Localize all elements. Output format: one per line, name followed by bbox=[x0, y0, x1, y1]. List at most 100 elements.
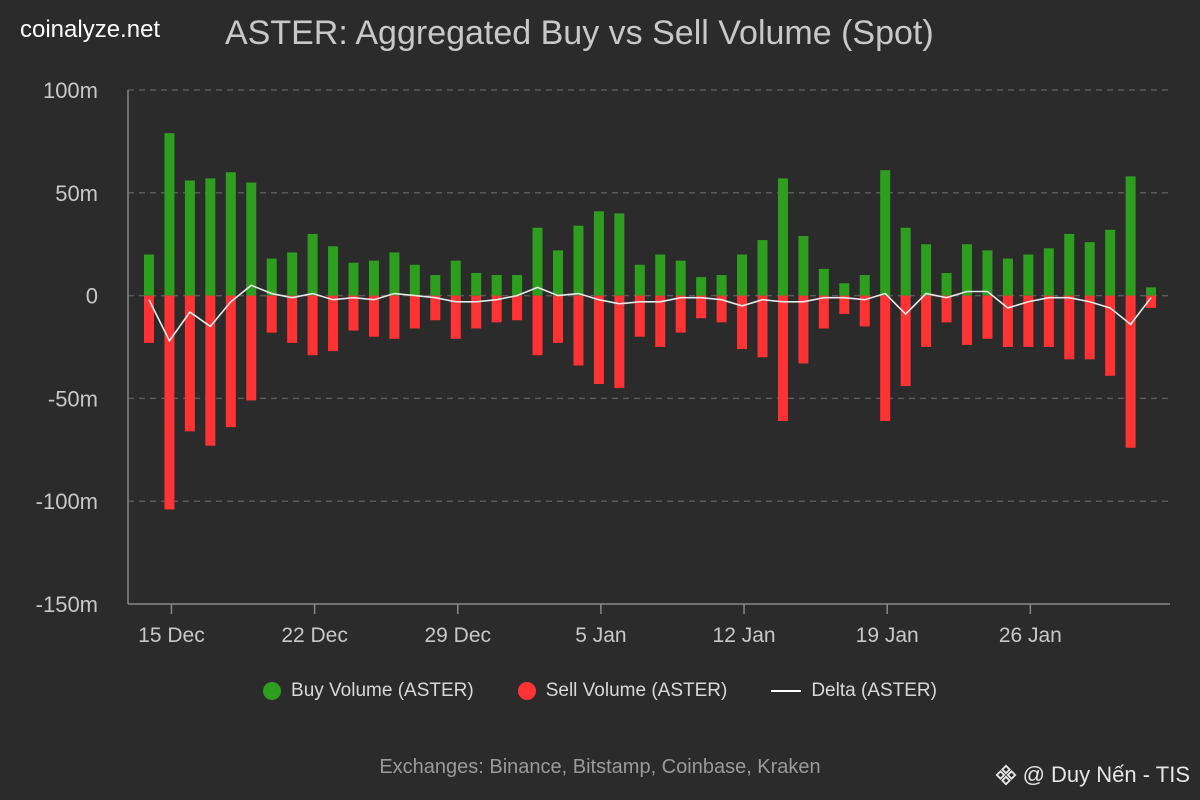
legend-label-delta: Delta (ASTER) bbox=[811, 680, 937, 701]
sell-bar bbox=[389, 295, 400, 339]
sell-bar bbox=[593, 295, 604, 385]
x-tick-label: 19 Jan bbox=[856, 624, 919, 647]
sell-bar bbox=[1064, 295, 1075, 360]
y-tick-label: -50m bbox=[48, 386, 98, 411]
sell-bar bbox=[205, 295, 216, 446]
buy-bar bbox=[164, 133, 175, 296]
sell-bar bbox=[225, 295, 236, 428]
sell-bar bbox=[287, 295, 298, 343]
sell-bar bbox=[859, 295, 870, 327]
binance-diamond-icon bbox=[995, 764, 1017, 786]
sell-bar bbox=[532, 295, 543, 356]
y-tick-label: 50m bbox=[55, 181, 98, 206]
brand-logo: coinalyze.net bbox=[20, 16, 161, 43]
buy-bar bbox=[450, 260, 461, 296]
sell-bar bbox=[655, 295, 666, 347]
delta-line bbox=[148, 284, 1152, 343]
buy-bar bbox=[491, 275, 502, 296]
buy-bar bbox=[1105, 229, 1116, 296]
exchanges-footer: Exchanges: Binance, Bitstamp, Coinbase, … bbox=[379, 756, 821, 778]
buy-bar bbox=[1023, 254, 1034, 296]
buy-bar bbox=[184, 180, 195, 296]
buy-bar bbox=[205, 178, 216, 296]
x-tick-label: 5 Jan bbox=[575, 624, 626, 647]
sell-bar bbox=[348, 295, 359, 331]
watermark-text: @ Duy Nến - TIS bbox=[1022, 762, 1190, 787]
legend-item-delta[interactable]: Delta (ASTER) bbox=[771, 680, 937, 702]
buy-bar bbox=[307, 233, 318, 296]
x-tick-label: 22 Dec bbox=[281, 624, 348, 647]
buy-bar bbox=[246, 182, 257, 296]
buy-bar bbox=[655, 254, 666, 296]
buy-bar bbox=[573, 225, 584, 296]
sell-bar bbox=[716, 295, 727, 323]
buy-bar bbox=[144, 254, 154, 296]
buy-bar bbox=[287, 252, 298, 296]
buy-bar bbox=[900, 227, 911, 296]
legend: Buy Volume (ASTER) Sell Volume (ASTER) D… bbox=[0, 680, 1200, 702]
sell-bar bbox=[880, 295, 891, 422]
buy-bar bbox=[859, 275, 870, 296]
sell-bar bbox=[307, 295, 318, 356]
buy-bar bbox=[593, 211, 604, 296]
x-tick-label: 29 Dec bbox=[424, 624, 491, 647]
sell-bar bbox=[818, 295, 829, 329]
sell-bar bbox=[430, 295, 441, 321]
buy-bar bbox=[716, 275, 727, 296]
sell-bar bbox=[471, 295, 482, 329]
sell-bar bbox=[962, 295, 972, 345]
sell-bar bbox=[634, 295, 645, 337]
buy-bar bbox=[1084, 242, 1095, 296]
sell-bar bbox=[246, 295, 257, 401]
sell-bar bbox=[839, 295, 850, 315]
buy-bar bbox=[1002, 258, 1013, 296]
sell-bar bbox=[696, 295, 707, 319]
sell-bar bbox=[900, 295, 911, 387]
sell-bar bbox=[675, 295, 686, 333]
sell-bar bbox=[614, 295, 625, 389]
buy-bar bbox=[368, 260, 379, 296]
sell-bar bbox=[1023, 295, 1034, 347]
buy-bar bbox=[328, 246, 339, 296]
buy-bar bbox=[532, 227, 543, 296]
sell-bar bbox=[1125, 295, 1136, 448]
buy-bar bbox=[962, 244, 972, 296]
sell-bar bbox=[1043, 295, 1054, 347]
sell-bar bbox=[757, 295, 768, 358]
buy-bar bbox=[634, 264, 645, 296]
buy-bar bbox=[471, 272, 482, 296]
buy-bar bbox=[409, 264, 420, 296]
legend-label-sell: Sell Volume (ASTER) bbox=[545, 680, 728, 701]
buy-bar bbox=[737, 254, 748, 296]
buy-bar bbox=[777, 178, 788, 296]
buy-bar bbox=[1125, 176, 1136, 296]
x-tick-label: 26 Jan bbox=[999, 624, 1062, 647]
buy-bar bbox=[921, 244, 932, 296]
sell-bar bbox=[798, 295, 809, 364]
buy-dot-icon bbox=[263, 682, 282, 700]
buy-bar bbox=[880, 170, 891, 296]
legend-label-buy: Buy Volume (ASTER) bbox=[291, 680, 474, 701]
sell-bar bbox=[941, 295, 952, 323]
sell-dot-icon bbox=[517, 682, 536, 700]
buy-bar bbox=[389, 252, 400, 296]
buy-bar bbox=[225, 172, 236, 296]
watermark: @ Duy Nến - TIS bbox=[995, 762, 1190, 788]
buy-bar bbox=[512, 275, 523, 296]
buy-bar bbox=[757, 240, 768, 296]
legend-item-buy[interactable]: Buy Volume (ASTER) bbox=[263, 680, 474, 702]
y-tick-label: 0 bbox=[86, 284, 98, 309]
sell-bar bbox=[1105, 295, 1116, 376]
sell-bar bbox=[553, 295, 563, 343]
sell-bar bbox=[1002, 295, 1013, 347]
buy-bar bbox=[982, 250, 993, 296]
buy-bar bbox=[1146, 287, 1157, 296]
legend-item-sell[interactable]: Sell Volume (ASTER) bbox=[517, 680, 728, 702]
buy-bar bbox=[553, 250, 563, 296]
buy-bar bbox=[818, 268, 829, 296]
sell-bar bbox=[982, 295, 993, 339]
sell-bar bbox=[491, 295, 502, 323]
y-tick-label: -100m bbox=[36, 489, 98, 514]
sell-bar bbox=[144, 295, 154, 343]
